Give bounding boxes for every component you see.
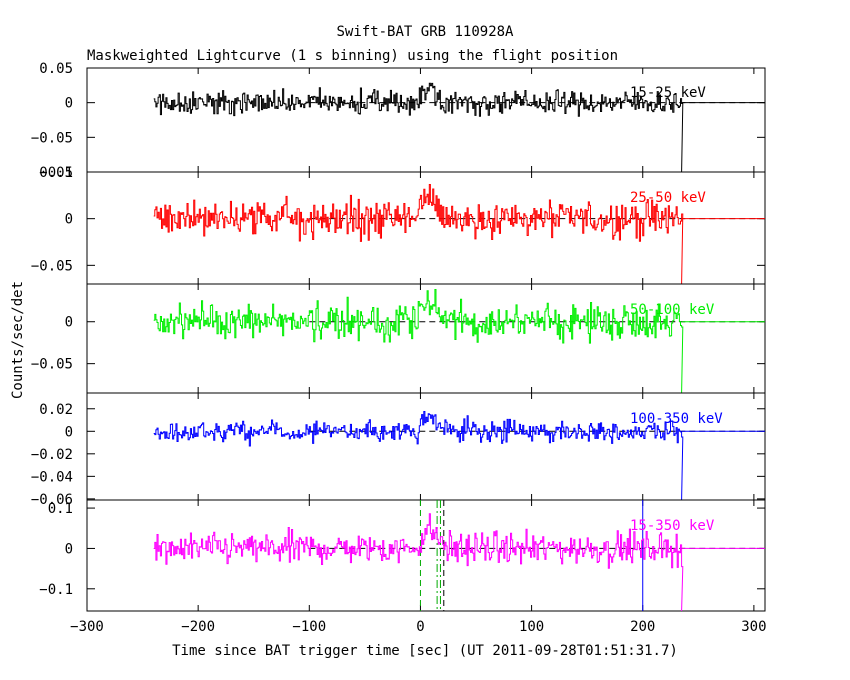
x-tick-label: 100 [519,619,544,635]
y-tick-label: 0.05 [39,165,73,181]
x-tick-label: 300 [741,619,766,635]
y-tick-label: −0.04 [31,469,73,485]
y-tick-label: −0.1 [39,165,73,181]
panel-plot-area [153,82,765,172]
panel-frame [86,171,766,285]
y-tick-label: −0.1 [39,582,73,598]
y-axis-label: Counts/sec/det [10,281,26,399]
lightcurve-series [153,184,684,284]
panels: 0.05 0 −0.05 −0.1 15-25 keV 0.05 0 −0.05 25-50 k… [31,61,766,612]
series-label: 25-50 keV [630,190,706,206]
x-tick-label: −300 [70,619,104,635]
y-tick-label: 0 [65,541,73,557]
panel-frame [86,392,766,501]
series-label: 100-350 keV [630,411,723,427]
x-tick-label: 0 [416,619,424,635]
series-label: 15-25 keV [630,85,706,101]
series-label: 50-100 keV [630,302,715,318]
y-tick-label: 0.05 [39,61,73,77]
panel-frame [86,67,766,173]
panel-1: 0.05 0 −0.05 −0.1 15-25 keV [31,61,766,181]
x-axis-label: Time since BAT trigger time [sec] (UT 20… [172,643,678,659]
panel-3: 0 −0.05 50-100 keV [31,283,766,394]
x-axis: −300 −200 −100 0 100 200 300 [70,619,766,635]
y-tick-label: 0.02 [39,402,73,418]
x-tick-label: −200 [181,619,215,635]
x-tick-label: 200 [630,619,655,635]
series-label: 15-350 keV [630,518,715,534]
y-tick-label: −0.05 [31,357,73,373]
lightcurve-series [153,289,684,393]
panel-4: 0.02 0 −0.02 −0.04 −0.06 100-350 keV [31,392,766,508]
lightcurve-series [153,411,684,500]
panel-plot-area [153,289,765,393]
chart-title: Swift-BAT GRB 110928A [336,24,514,40]
y-tick-label: −0.02 [31,447,73,463]
y-tick-label: −0.05 [31,130,73,146]
y-tick-label: 0 [65,424,73,440]
panel-frame [86,283,766,394]
lightcurve-series [153,82,684,172]
panel-2: 0.05 0 −0.05 25-50 keV [31,165,766,285]
y-tick-label: 0 [65,315,73,331]
lightcurve-series [153,513,684,611]
panel-plot-area [153,184,765,284]
y-tick-label: 0 [65,212,73,228]
y-tick-label: 0.1 [48,501,73,517]
y-tick-label: 0 [65,96,73,112]
y-tick-label: −0.05 [31,258,73,274]
panel-frame [86,499,766,612]
y-tick-label: −0.06 [31,492,73,508]
panel-plot-area [153,411,765,500]
x-tick-label: −100 [292,619,326,635]
panel-5: 0.1 0 −0.1 15-350 keV [39,499,766,612]
panel-plot-area [153,500,765,611]
chart-subtitle: Maskweighted Lightcurve (1 s binning) us… [87,48,618,64]
